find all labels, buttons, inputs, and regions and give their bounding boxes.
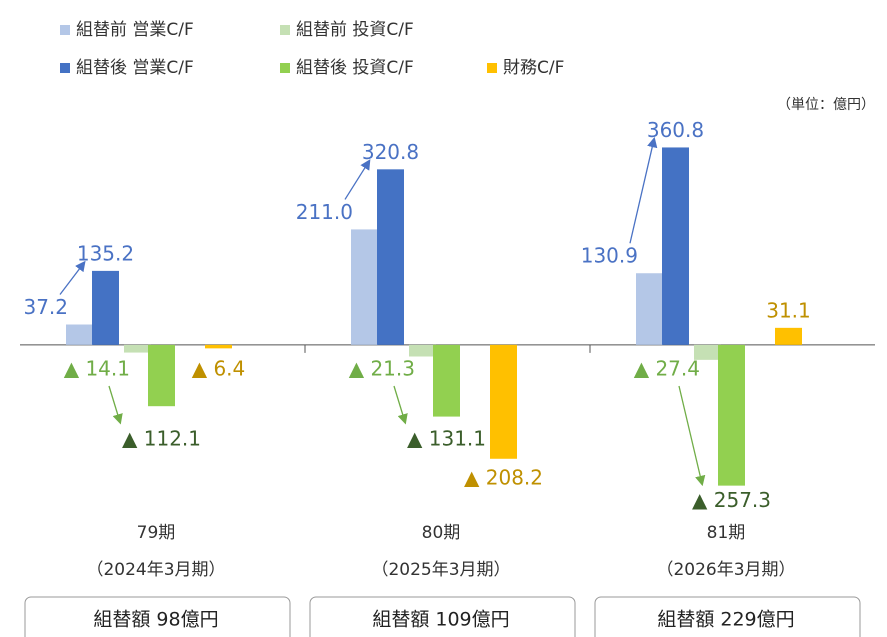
value-label: ▲ 27.4 <box>634 357 700 381</box>
value-label: ▲ 6.4 <box>192 357 246 381</box>
bar <box>490 344 517 459</box>
bar <box>377 169 404 345</box>
arrow <box>629 136 658 244</box>
bar <box>433 344 460 417</box>
category-label: 81期 <box>707 523 746 543</box>
reclass-box <box>594 596 861 637</box>
arrow <box>678 385 706 487</box>
arrow <box>108 385 123 425</box>
legend-label: 組替後 営業C/F <box>76 58 194 78</box>
legend-label: 組替前 営業C/F <box>76 20 194 40</box>
reclass-amount: 組替額 229億円 <box>657 609 794 631</box>
bar <box>124 344 151 353</box>
bar <box>92 270 119 345</box>
bar <box>409 344 436 357</box>
category-period: （2025年3月期） <box>371 560 510 580</box>
legend-label: 組替前 投資C/F <box>296 20 414 40</box>
arrow <box>344 159 371 200</box>
legend-swatch <box>60 63 70 73</box>
bar <box>351 229 378 345</box>
bar <box>636 273 663 345</box>
value-label: ▲ 14.1 <box>64 357 130 381</box>
value-label: 31.1 <box>766 298 811 322</box>
arrow <box>393 385 408 425</box>
category-label: 80期 <box>422 523 461 543</box>
legend-swatch <box>280 25 290 35</box>
category-label: 79期 <box>137 523 176 543</box>
value-label: ▲ 257.3 <box>692 488 771 512</box>
reclass-amount: 組替額 98億円 <box>93 609 218 631</box>
value-label: 135.2 <box>77 241 134 265</box>
legend-label: 財務C/F <box>503 58 564 78</box>
legend-swatch <box>280 63 290 73</box>
value-label: ▲ 112.1 <box>122 427 201 451</box>
value-label: 320.8 <box>362 140 419 164</box>
value-label: 360.8 <box>647 118 704 142</box>
value-label: ▲ 131.1 <box>407 427 486 451</box>
bar <box>66 324 93 345</box>
bar <box>148 344 175 407</box>
value-label: 37.2 <box>23 295 68 319</box>
value-label: 211.0 <box>296 200 353 224</box>
bar <box>718 344 745 486</box>
value-label: ▲ 21.3 <box>349 357 415 381</box>
legend-swatch <box>487 63 497 73</box>
reclass-box <box>309 596 576 637</box>
bar <box>775 327 802 345</box>
legend-label: 組替後 投資C/F <box>296 58 414 78</box>
bar <box>694 344 721 360</box>
arrow <box>59 260 86 295</box>
unit-label: （単位：億円） <box>777 97 875 113</box>
legend-swatch <box>60 25 70 35</box>
value-label: 130.9 <box>581 244 638 268</box>
category-period: （2024年3月期） <box>86 560 225 580</box>
value-label: ▲ 208.2 <box>464 465 543 489</box>
reclass-box <box>24 596 291 637</box>
bar <box>662 147 689 345</box>
category-period: （2026年3月期） <box>656 560 795 580</box>
reclass-amount: 組替額 109億円 <box>372 609 509 631</box>
bar <box>205 344 232 349</box>
